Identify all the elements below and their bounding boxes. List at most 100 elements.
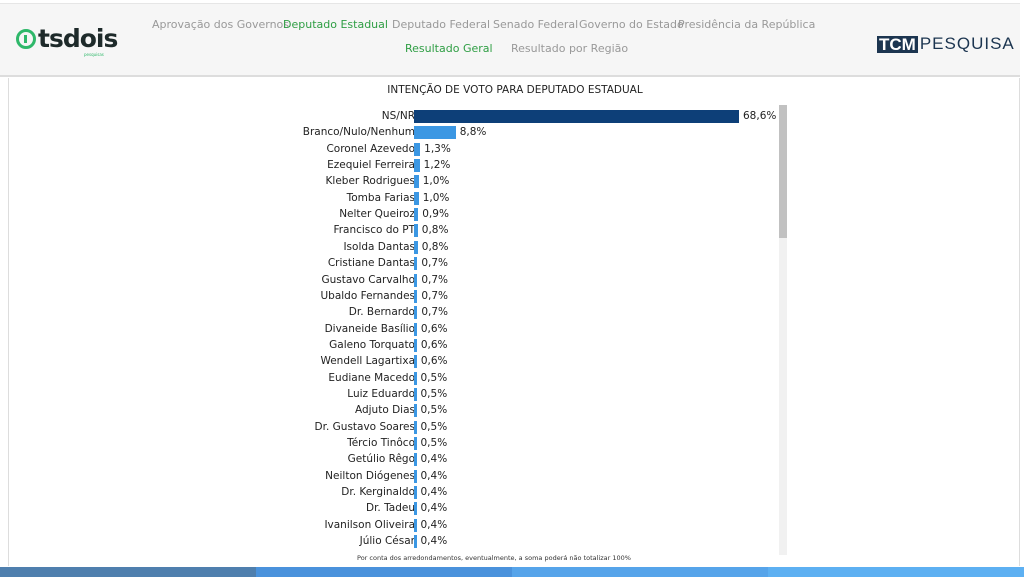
brand-box: TCM bbox=[877, 34, 918, 54]
chart-row: Kleber Rodrigues 1,0% bbox=[9, 174, 789, 190]
bar[interactable] bbox=[414, 224, 418, 238]
bar[interactable] bbox=[414, 387, 417, 401]
bar-value-label: 0,4% bbox=[420, 486, 448, 499]
bar-value-label: 0,4% bbox=[420, 535, 448, 548]
chart-row: Dr. Tadeu 0,4% bbox=[9, 501, 789, 517]
bar-label: Isolda Dantas bbox=[343, 240, 415, 253]
bar[interactable] bbox=[414, 306, 418, 320]
chart-row: Dr. Bernardo 0,7% bbox=[9, 305, 789, 321]
bar-value-label: 0,7% bbox=[421, 257, 448, 270]
band-segment bbox=[512, 567, 768, 577]
nav-aprova-o-dos-governos[interactable]: Aprovação dos Governos bbox=[152, 18, 290, 31]
chart-row: Neilton Diógenes 0,4% bbox=[9, 469, 789, 485]
scrollbar[interactable] bbox=[779, 105, 787, 555]
bar-label: Neilton Diógenes bbox=[325, 469, 415, 482]
chart-row: Ubaldo Fernandes 0,7% bbox=[9, 289, 789, 305]
bar[interactable] bbox=[414, 404, 417, 418]
bar-label: Nelter Queiroz bbox=[339, 208, 415, 221]
bar-value-label: 0,4% bbox=[420, 518, 448, 531]
chart-row: Júlio César 0,4% bbox=[9, 534, 789, 550]
bar-label: Luiz Eduardo bbox=[347, 387, 415, 400]
bar-label: Coronel Azevedo bbox=[326, 142, 415, 155]
bar[interactable] bbox=[414, 453, 417, 467]
bar-value-label: 0,6% bbox=[420, 322, 448, 335]
header: tsdois pesquisas Aprovação dos Governos D… bbox=[0, 3, 1020, 77]
bar-value-label: 1,0% bbox=[422, 191, 450, 204]
bar[interactable] bbox=[414, 257, 418, 271]
bar-value-label: 0,6% bbox=[420, 355, 448, 368]
bar[interactable] bbox=[414, 159, 420, 173]
chart-row: Gustavo Carvalho 0,7% bbox=[9, 273, 789, 289]
bar[interactable] bbox=[414, 273, 418, 287]
bar-value-label: 1,2% bbox=[423, 159, 451, 172]
chart-row: Galeno Torquato 0,6% bbox=[9, 338, 789, 354]
bar-value-label: 0,4% bbox=[420, 502, 448, 515]
chart-row: Branco/Nulo/Nenhum 8,8% bbox=[9, 125, 789, 141]
bar[interactable] bbox=[414, 502, 417, 516]
bar-label: Ezequiel Ferreira bbox=[327, 159, 415, 172]
bottom-color-band bbox=[0, 567, 1024, 577]
bar-value-label: 0,7% bbox=[421, 306, 448, 319]
chart-row: Luiz Eduardo 0,5% bbox=[9, 387, 789, 403]
subnav-resultado-geral[interactable]: Resultado Geral bbox=[405, 42, 493, 55]
bar-label: Tércio Tinôco bbox=[347, 437, 415, 449]
bar-label: Wendell Lagartixa bbox=[320, 355, 415, 368]
bar[interactable] bbox=[414, 208, 419, 222]
tcm-pesquisa-logo[interactable]: TCM PESQUISA bbox=[877, 34, 1015, 54]
bar[interactable] bbox=[414, 469, 417, 483]
nav-deputado-estadual[interactable]: Deputado Estadual bbox=[283, 18, 388, 31]
bar-value-label: 0,7% bbox=[421, 289, 448, 302]
bar-value-label: 0,6% bbox=[420, 338, 448, 351]
chart-row: Tércio Tinôco 0,5% bbox=[9, 436, 789, 452]
bar-label: Cristiane Dantas bbox=[327, 257, 415, 270]
nav-senado-federal[interactable]: Senado Federal bbox=[493, 18, 579, 31]
bar[interactable] bbox=[414, 535, 417, 549]
bar-label: Francisco do PT bbox=[333, 224, 415, 237]
bar[interactable] bbox=[414, 126, 456, 140]
bar-value-label: 0,5% bbox=[420, 387, 448, 400]
bar[interactable] bbox=[414, 110, 739, 123]
bar-value-label: 0,5% bbox=[420, 404, 448, 417]
chart-row: Dr. Gustavo Soares 0,5% bbox=[9, 420, 789, 436]
bar-value-label: 0,5% bbox=[420, 437, 448, 449]
bar-value-label: 68,6% bbox=[743, 110, 777, 122]
bar-value-label: 0,9% bbox=[422, 208, 449, 221]
bar[interactable] bbox=[414, 355, 417, 369]
bar[interactable] bbox=[414, 175, 419, 189]
bar-label: Dr. Tadeu bbox=[365, 502, 415, 515]
bar[interactable] bbox=[414, 338, 417, 352]
bar[interactable] bbox=[414, 420, 417, 434]
bar-label: Getúlio Rêgo bbox=[347, 453, 415, 466]
band-segment bbox=[768, 567, 1024, 577]
chart-row: Ezequiel Ferreira 1,2% bbox=[9, 158, 789, 174]
bar-label: Dr. Gustavo Soares bbox=[314, 420, 415, 433]
chart-row: Tomba Farias 1,0% bbox=[9, 191, 789, 207]
bar-label: Kleber Rodrigues bbox=[325, 175, 415, 188]
bar-label: Ubaldo Fernandes bbox=[320, 289, 415, 302]
bar[interactable] bbox=[414, 191, 419, 205]
chart-row: Isolda Dantas 0,8% bbox=[9, 240, 789, 256]
bar-value-label: 0,8% bbox=[421, 240, 449, 253]
tsdois-logo[interactable]: tsdois pesquisas bbox=[16, 24, 118, 57]
bar-label: Dr. Bernardo bbox=[348, 306, 415, 319]
bar-value-label: 0,4% bbox=[420, 453, 448, 466]
scrollbar-thumb[interactable] bbox=[779, 105, 787, 238]
nav-deputado-federal[interactable]: Deputado Federal bbox=[392, 18, 491, 31]
nav-presid-ncia-da-rep-blica[interactable]: Presidência da República bbox=[678, 18, 816, 31]
bar-label: Dr. Kerginaldo bbox=[341, 486, 415, 499]
bar[interactable] bbox=[414, 142, 421, 156]
bar[interactable] bbox=[414, 371, 417, 385]
chart-row: NS/NR 68,6% bbox=[9, 109, 789, 125]
bar[interactable] bbox=[414, 240, 418, 254]
bar[interactable] bbox=[414, 437, 417, 450]
bar[interactable] bbox=[414, 322, 417, 336]
bar-value-label: 0,7% bbox=[421, 273, 448, 286]
bar[interactable] bbox=[414, 486, 417, 500]
subnav-resultado-por-regi-o[interactable]: Resultado por Região bbox=[511, 42, 629, 55]
chart-row: Francisco do PT 0,8% bbox=[9, 223, 789, 239]
bar-label: Júlio César bbox=[359, 535, 415, 548]
bar[interactable] bbox=[414, 518, 417, 532]
bar[interactable] bbox=[414, 289, 418, 303]
nav-governo-do-estado[interactable]: Governo do Estado bbox=[579, 18, 684, 31]
chart-row: Coronel Azevedo 1,3% bbox=[9, 142, 789, 158]
